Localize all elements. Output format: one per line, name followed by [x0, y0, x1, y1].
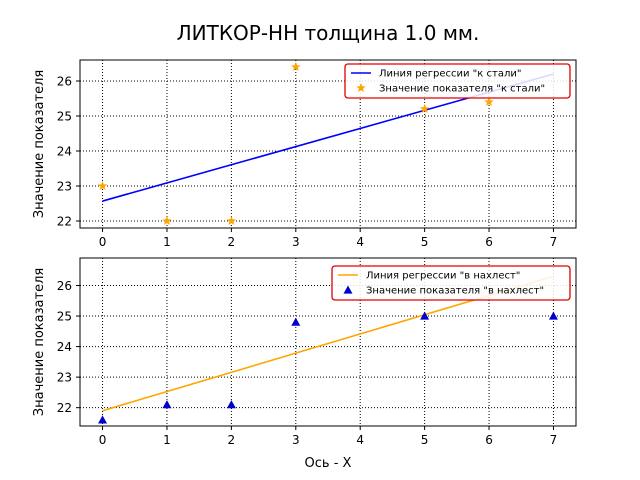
x-tick-label: 5 [421, 433, 429, 447]
legend-marker-swatch [356, 83, 366, 93]
axes-frame [79, 257, 577, 427]
x-tick-label: 3 [292, 235, 300, 249]
y-tick-label: 23 [57, 371, 72, 385]
data-point [419, 104, 430, 114]
x-tick-label: 3 [292, 433, 300, 447]
data-point [548, 311, 558, 320]
y-tick-label: 25 [57, 110, 72, 124]
data-point [420, 311, 430, 320]
x-tick-label: 6 [485, 433, 493, 447]
x-axis-label: Ось - X [305, 456, 352, 471]
legend-entry-label: Линия регрессии "в нахлест" [366, 271, 520, 282]
legend-entry-label: Линия регрессии "к стали" [379, 69, 521, 80]
x-tick-label: 7 [550, 433, 558, 447]
x-tick-label: 5 [421, 235, 429, 249]
data-point [291, 317, 301, 326]
legend-entry-label: Значение показателя "в нахлест" [366, 286, 544, 297]
data-point [97, 181, 108, 191]
data-point [291, 62, 301, 72]
x-tick-label: 1 [163, 433, 171, 447]
data-point [226, 400, 236, 409]
data-point [226, 216, 237, 226]
y-tick-label: 22 [57, 215, 72, 229]
data-point [98, 415, 108, 424]
x-tick-label: 6 [485, 235, 493, 249]
data-point [162, 216, 172, 226]
y-tick-label: 26 [57, 279, 72, 293]
x-tick-label: 4 [356, 235, 364, 249]
axes-frame [79, 59, 577, 229]
x-tick-label: 4 [356, 433, 364, 447]
y-axis-label: Значение показателя [32, 268, 47, 416]
figure-title: ЛИТКОР-НН толщина 1.0 мм. [177, 21, 480, 45]
y-tick-label: 26 [57, 75, 72, 89]
x-tick-label: 0 [99, 433, 107, 447]
y-tick-label: 24 [57, 145, 72, 159]
y-tick-label: 25 [57, 310, 72, 324]
legend-box [344, 63, 571, 99]
y-axis-label: Значение показателя [32, 70, 47, 218]
y-tick-label: 23 [57, 180, 72, 194]
legend-entry-label: Значение показателя "к стали" [379, 84, 545, 95]
y-tick-label: 24 [57, 340, 72, 354]
data-point [162, 400, 172, 409]
legend: Линия регрессии "в нахлест" Значение пока… [331, 265, 571, 301]
legend: Линия регрессии "к стали" Значение показа… [344, 63, 571, 99]
x-tick-label: 7 [550, 235, 558, 249]
x-tick-label: 1 [163, 235, 171, 249]
x-tick-label: 2 [228, 433, 236, 447]
data-point [484, 97, 494, 107]
y-tick-label: 22 [57, 401, 72, 415]
legend-box [331, 265, 571, 301]
x-tick-label: 2 [228, 235, 236, 249]
legend-marker-swatch [343, 285, 353, 294]
x-tick-label: 0 [99, 235, 107, 249]
